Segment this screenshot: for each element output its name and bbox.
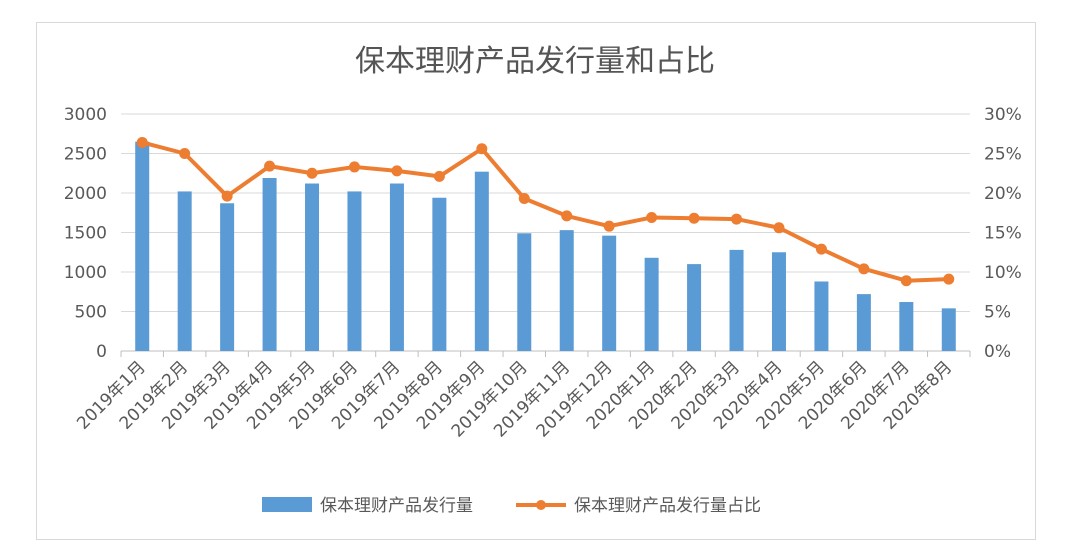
- chart-frame: [36, 22, 1036, 540]
- bar: [220, 203, 235, 351]
- y2-tick-label: 15%: [984, 224, 1022, 244]
- line-series: [136, 136, 955, 287]
- line-point: [646, 211, 658, 223]
- bar: [899, 302, 914, 351]
- bar: [474, 171, 489, 351]
- line-point: [688, 212, 700, 224]
- line-point: [603, 220, 615, 232]
- bar: [771, 252, 786, 351]
- y-tick-label: 2500: [64, 145, 107, 165]
- line-point: [179, 148, 191, 159]
- legend-label-bar: 保本理财产品发行量: [320, 496, 473, 516]
- line-point: [391, 165, 403, 177]
- legend-bar-swatch: [262, 497, 312, 512]
- bar: [729, 249, 744, 351]
- line-point: [773, 222, 785, 234]
- y-axis-left: 3000 2500 2000 1500 1000 500 0: [64, 105, 107, 362]
- chart-title: 保本理财产品发行量和占比: [355, 44, 715, 79]
- bar: [135, 141, 150, 351]
- bar: [941, 308, 956, 351]
- line-point: [476, 143, 488, 155]
- line-point: [943, 273, 955, 285]
- line-point: [858, 263, 870, 275]
- bar: [559, 230, 574, 351]
- bar: [644, 257, 659, 351]
- x-axis: 2019年1月2019年2月2019年3月2019年4月2019年5月2019年…: [73, 357, 956, 441]
- gridlines: [120, 113, 971, 357]
- legend-line-marker: [536, 500, 546, 510]
- line-point: [433, 170, 445, 182]
- line-point: [264, 160, 276, 172]
- line-path: [141, 140, 949, 283]
- y-tick-label: 1500: [64, 224, 107, 244]
- y-tick-label: 2000: [64, 184, 107, 204]
- y2-tick-label: 30%: [984, 105, 1022, 125]
- bar-series: [135, 141, 956, 351]
- bar: [814, 281, 829, 351]
- line-point: [136, 136, 148, 148]
- line-point: [731, 213, 743, 225]
- legend: 保本理财产品发行量 保本理财产品发行量占比: [262, 496, 761, 516]
- bar: [262, 177, 277, 351]
- y-tick-label: 1000: [64, 263, 107, 283]
- bar: [602, 235, 617, 351]
- line-point: [518, 193, 530, 205]
- y-tick-label: 3000: [64, 105, 107, 125]
- line-point: [306, 167, 318, 179]
- y2-tick-label: 20%: [984, 184, 1022, 204]
- y2-tick-label: 10%: [984, 263, 1022, 283]
- bar: [347, 191, 362, 351]
- bar: [432, 197, 447, 351]
- legend-label-line: 保本理财产品发行量占比: [574, 496, 761, 516]
- y-tick-label: 0: [96, 342, 107, 362]
- bar: [517, 233, 532, 351]
- line-point: [900, 275, 912, 287]
- line-point: [561, 210, 573, 222]
- y-tick-label: 500: [75, 303, 107, 323]
- y2-tick-label: 0%: [984, 342, 1011, 362]
- y-axis-right: 30% 25% 20% 15% 10% 5% 0%: [984, 105, 1022, 362]
- line-point: [815, 243, 827, 255]
- bar: [687, 264, 702, 351]
- line-point: [221, 190, 233, 202]
- bar: [177, 191, 192, 351]
- bar: [856, 294, 871, 351]
- y2-tick-label: 5%: [984, 303, 1011, 323]
- line-point: [348, 161, 360, 173]
- bar: [305, 183, 320, 351]
- y2-tick-label: 25%: [984, 145, 1022, 165]
- bar: [389, 183, 404, 351]
